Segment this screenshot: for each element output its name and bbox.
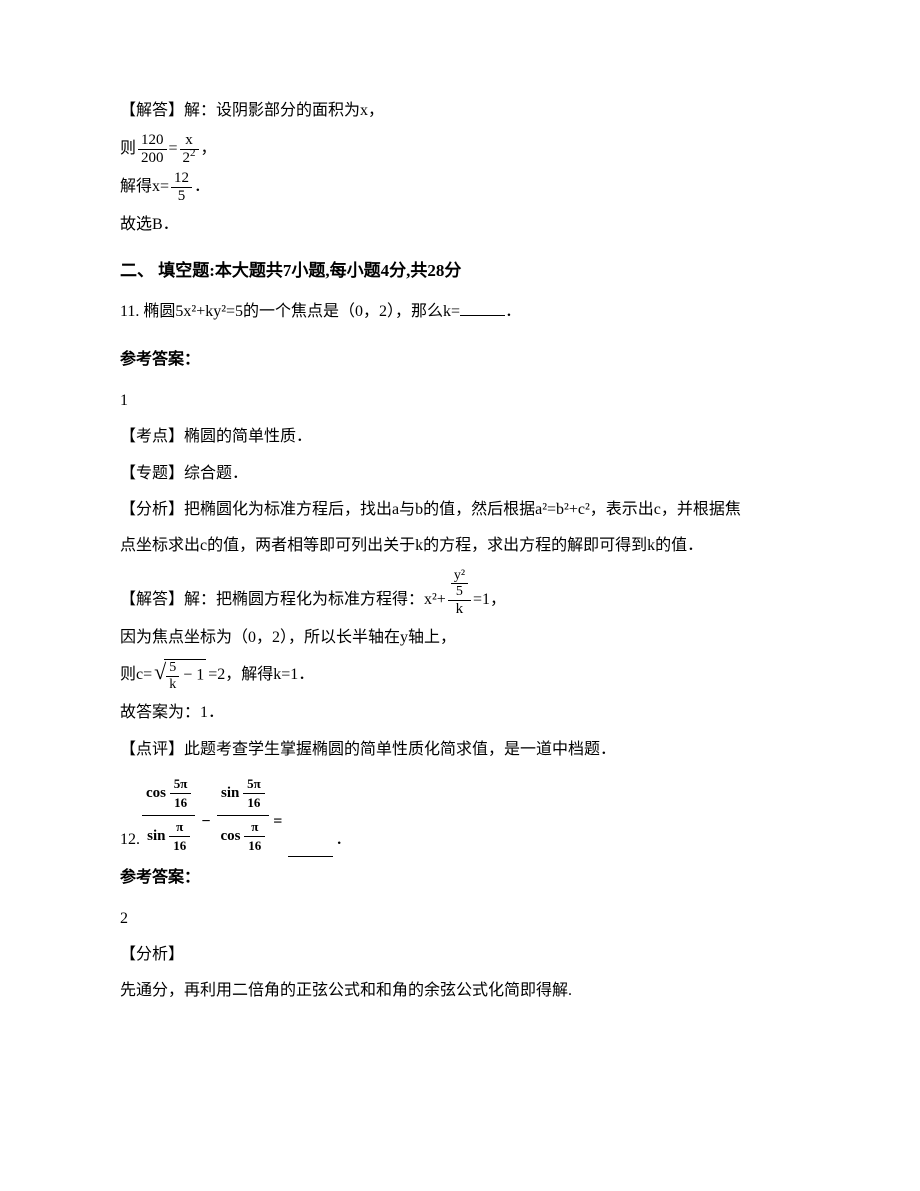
q12-ref-label: 参考答案： xyxy=(120,863,800,893)
q11-stem-text: 11. 椭圆5x²+ky²=5的一个焦点是（0，2），那么k= xyxy=(120,303,460,320)
q12-t1-den-frac: π 16 xyxy=(169,818,190,856)
q11-jd1-post: =1， xyxy=(473,585,506,617)
q11-jd1-inner-den: 5 xyxy=(451,584,468,599)
q12-term1: cos 5π 16 sin π 16 xyxy=(142,773,195,857)
q11-jd3-frac-num: 5 xyxy=(166,660,179,676)
q11-jd3-post: =2，解得k=1． xyxy=(208,660,314,692)
q11-jd1-bigfrac: y² 5 k xyxy=(448,568,471,617)
eq1-rhs-den: 22 xyxy=(180,150,199,167)
q12-fenxi-tag: 【分析】 xyxy=(120,940,800,970)
q12-t1-den-func: sin xyxy=(147,828,165,844)
q12-t1-den-frac-d: 16 xyxy=(169,837,190,855)
eq1-pre: 则 xyxy=(120,134,136,166)
q12-stem: 12. cos 5π 16 sin π 16 − sin 5π 16 cos xyxy=(120,773,800,857)
radical-icon: √ xyxy=(154,661,166,694)
eq1-equals: = xyxy=(169,134,178,166)
q11-jd3-frac: 5 k xyxy=(166,660,179,692)
q11-jieda-l2: 因为焦点坐标为（0，2），所以长半轴在y轴上， xyxy=(120,623,800,653)
q12-number: 12. xyxy=(120,825,140,857)
q11-jd3-pre: 则c= xyxy=(120,660,152,692)
q12-fenxi: 先通分，再利用二倍角的正弦公式和和角的余弦公式化简即得解. xyxy=(120,976,800,1006)
q11-dianping: 【点评】此题考查学生掌握椭圆的简单性质化简求值，是一道中档题． xyxy=(120,735,800,765)
eq2-pre: 解得x= xyxy=(120,172,169,204)
q11-fenxi-a: 【分析】把椭圆化为标准方程后，找出a与b的值，然后根据a²=b²+c²，表示出c… xyxy=(120,495,800,525)
q12-t1-num-frac: 5π 16 xyxy=(170,775,192,813)
q12-t1-den-frac-n: π xyxy=(169,818,190,837)
eq2-num: 12 xyxy=(171,170,192,188)
q12-t2-den-frac-n: π xyxy=(244,818,265,837)
q12-equals: = xyxy=(271,807,282,857)
q12-t1-num-func: cos xyxy=(146,785,166,801)
eq1-lhs-num: 120 xyxy=(138,132,167,150)
q11-jd1-inner-num: y² xyxy=(451,568,468,584)
q11-jieda-l4: 故答案为：1． xyxy=(120,698,800,728)
q12-t2-num-func: sin xyxy=(221,785,239,801)
q12-t2-den-frac-d: 16 xyxy=(244,837,265,855)
q12-t2-num-frac-d: 16 xyxy=(243,794,265,812)
section-2-title: 二、 填空题:本大题共7小题,每小题4分,共28分 xyxy=(120,255,800,287)
eq1-rhs-den-sup: 2 xyxy=(190,147,196,159)
prev-solution-line1: 【解答】解：设阴影部分的面积为x， xyxy=(120,96,800,126)
q12-t2-num-frac: 5π 16 xyxy=(243,775,265,813)
q12-post: ． xyxy=(335,825,351,857)
prev-solution-eq1: 则 120 200 = x 22 ， xyxy=(120,132,800,166)
eq1-rhs-frac: x 22 xyxy=(180,132,199,166)
q11-jd1-outer-den: k xyxy=(448,601,471,618)
q12-t2-num: sin 5π 16 xyxy=(217,773,270,816)
q11-jd1-num: y² 5 xyxy=(448,568,471,601)
eq1-lhs-den: 200 xyxy=(138,150,167,167)
q11-jieda-eq1: 【解答】解：把椭圆方程化为标准方程得：x²+ y² 5 k =1， xyxy=(120,568,800,617)
q11-jd3-under: 5 k − 1 xyxy=(164,659,206,692)
q11-jd3-tail: − 1 xyxy=(183,667,204,684)
eq1-lhs-frac: 120 200 xyxy=(138,132,167,166)
prev-solution-eq2: 解得x= 12 5 ． xyxy=(120,170,800,204)
q12-term2: sin 5π 16 cos π 16 xyxy=(217,773,270,857)
q11-fenxi-b: 点坐标求出c的值，两者相等即可列出关于k的方程，求出方程的解即可得到k的值． xyxy=(120,531,800,561)
q11-jieda-eq3: 则c= √ 5 k − 1 =2，解得k=1． xyxy=(120,659,800,692)
q12-t2-den: cos π 16 xyxy=(217,816,270,858)
q11-kaodian: 【考点】椭圆的简单性质． xyxy=(120,422,800,452)
q11-answer: 1 xyxy=(120,386,800,416)
q11-jd3-sqrt: √ 5 k − 1 xyxy=(154,659,206,692)
q11-stem: 11. 椭圆5x²+ky²=5的一个焦点是（0，2），那么k= ． xyxy=(120,297,800,327)
q12-t1-num-frac-d: 16 xyxy=(170,794,192,812)
eq1-rhs-den-base: 2 xyxy=(183,150,191,166)
q11-zhuanti: 【专题】综合题． xyxy=(120,459,800,489)
q12-t1-num: cos 5π 16 xyxy=(142,773,195,816)
q12-t2-den-frac: π 16 xyxy=(244,818,265,856)
q11-jd1-inner-frac: y² 5 xyxy=(451,568,468,600)
eq2-den: 5 xyxy=(171,188,192,205)
eq2-frac: 12 5 xyxy=(171,170,192,204)
q12-blank xyxy=(288,840,333,857)
q11-jd1-pre: 【解答】解：把椭圆方程化为标准方程得：x²+ xyxy=(120,585,446,617)
q12-t1-num-frac-n: 5π xyxy=(170,775,192,794)
q12-t2-den-func: cos xyxy=(221,828,241,844)
q11-blank xyxy=(460,299,505,316)
q12-t2-num-frac-n: 5π xyxy=(243,775,265,794)
q12-t1-den: sin π 16 xyxy=(142,816,195,858)
prev-solution-choice: 故选B． xyxy=(120,210,800,240)
q11-ref-label: 参考答案： xyxy=(120,345,800,375)
eq1-post: ， xyxy=(201,134,217,166)
eq2-post: ． xyxy=(194,172,210,204)
q12-minus: − xyxy=(197,807,214,857)
q11-jd3-frac-den: k xyxy=(166,677,179,692)
q11-stem-post: ． xyxy=(505,303,521,320)
q12-answer: 2 xyxy=(120,904,800,934)
